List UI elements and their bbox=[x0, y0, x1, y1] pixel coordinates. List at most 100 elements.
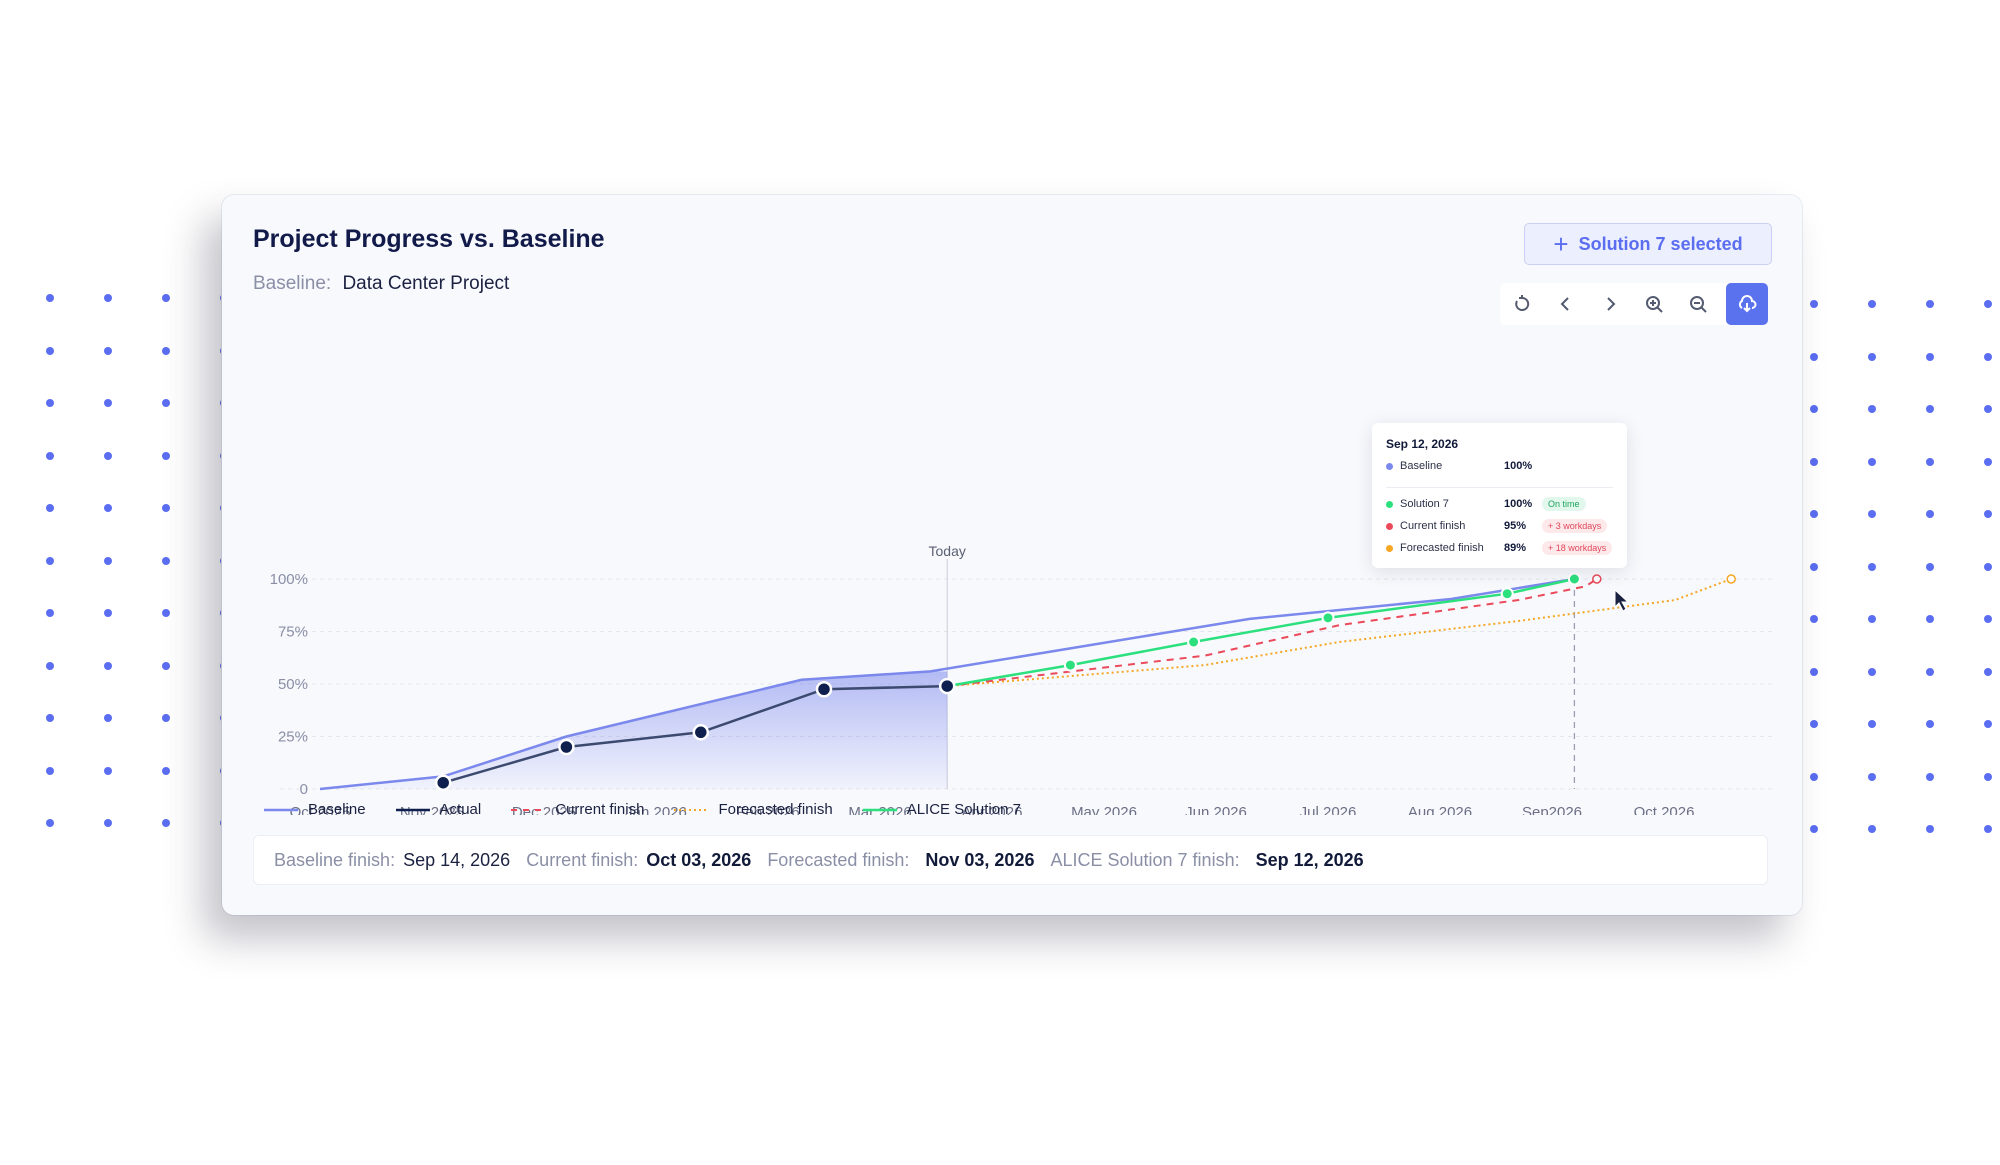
x-tick-label: Nov 2025 bbox=[400, 804, 464, 815]
tooltip-date: Sep 12, 2026 bbox=[1386, 437, 1459, 451]
decorative-dot bbox=[1926, 772, 1934, 781]
current-finish-end-point bbox=[1592, 574, 1602, 584]
decorative-dot bbox=[1810, 772, 1818, 781]
tooltip-row-solution: Solution 7 100% On time bbox=[1386, 495, 1586, 513]
decorative-dot bbox=[1810, 562, 1818, 571]
decorative-dot bbox=[1868, 562, 1876, 571]
chart-card: Project Progress vs. Baseline Baseline: … bbox=[222, 195, 1802, 915]
baseline-project-name: Data Center Project bbox=[342, 273, 510, 294]
decorative-dot bbox=[1984, 667, 1992, 676]
decorative-dot bbox=[46, 819, 54, 827]
chevron-left-icon[interactable] bbox=[1544, 283, 1588, 325]
chevron-right-icon[interactable] bbox=[1588, 283, 1632, 325]
current-dot-icon bbox=[1386, 522, 1393, 530]
zoom-out-icon[interactable] bbox=[1676, 283, 1720, 325]
x-tick-label: Aug 2026 bbox=[1408, 804, 1472, 815]
legend-item-current-finish[interactable]: Current finish bbox=[511, 801, 644, 818]
legend-item-actual[interactable]: Actual bbox=[395, 801, 482, 818]
legend-item-baseline[interactable]: Baseline bbox=[264, 801, 366, 818]
page-title: Project Progress vs. Baseline bbox=[253, 225, 605, 253]
series-line-baseline bbox=[319, 577, 1575, 791]
zoom-in-icon[interactable] bbox=[1632, 283, 1676, 325]
decorative-dot bbox=[162, 451, 170, 460]
decorative-dot bbox=[104, 609, 112, 617]
decorative-dot bbox=[104, 451, 112, 460]
decorative-dot bbox=[1984, 562, 1992, 571]
reset-icon[interactable] bbox=[1500, 283, 1544, 325]
solution-point bbox=[1567, 572, 1581, 586]
series-line-current-finish bbox=[947, 578, 1598, 688]
status-badge: + 18 workdays bbox=[1542, 541, 1613, 555]
decorative-dot bbox=[1810, 667, 1818, 676]
decorative-dot bbox=[1810, 615, 1818, 623]
decorative-dot bbox=[104, 294, 112, 302]
decorative-dot bbox=[162, 609, 170, 617]
solution-point bbox=[1063, 658, 1077, 672]
decorative-dot bbox=[1810, 300, 1818, 308]
tooltip-row-forecast: Forecasted finish 89% + 18 workdays bbox=[1386, 539, 1613, 557]
decorative-dot bbox=[1868, 457, 1876, 466]
decorative-dot bbox=[1926, 667, 1934, 676]
legend-item-forecasted-finish[interactable]: Forecasted finish bbox=[674, 801, 833, 818]
decorative-dot bbox=[104, 714, 112, 722]
decorative-dot bbox=[1984, 510, 1992, 518]
summary-label: Current finish: bbox=[526, 849, 639, 870]
decorative-dot bbox=[104, 346, 112, 355]
legend-label: Baseline bbox=[308, 801, 366, 818]
decorative-dot bbox=[104, 819, 112, 827]
tooltip-row-name: Current finish bbox=[1400, 520, 1466, 532]
decorative-dot bbox=[162, 556, 170, 565]
decorative-dot bbox=[46, 556, 54, 565]
actual-point bbox=[558, 738, 575, 756]
solution-dot-icon bbox=[1386, 500, 1393, 508]
decorative-dot bbox=[1868, 300, 1876, 308]
baseline-finish-value: Sep 14, 2026 bbox=[403, 849, 511, 870]
x-tick-label: Oct 2025 bbox=[290, 804, 351, 815]
x-tick-label: May 2026 bbox=[1071, 804, 1137, 815]
decorative-dot bbox=[1984, 457, 1992, 466]
decorative-dot bbox=[1984, 615, 1992, 623]
tooltip-row-value: 100% bbox=[1504, 498, 1533, 510]
summary-label: Baseline finish: bbox=[274, 849, 396, 870]
summary-label: Forecasted finish: bbox=[767, 849, 910, 870]
y-tick-label: 0 bbox=[300, 781, 308, 798]
baseline-dot-icon bbox=[1386, 462, 1393, 470]
actual-point bbox=[938, 677, 956, 695]
decorative-dot bbox=[1984, 405, 1992, 413]
decorative-dot bbox=[1868, 825, 1876, 833]
decorative-dot bbox=[1868, 510, 1876, 518]
decorative-dot bbox=[46, 346, 54, 355]
tooltip-divider bbox=[1386, 487, 1613, 488]
decorative-dot bbox=[1984, 720, 1992, 728]
x-tick-label: Oct 2026 bbox=[1634, 804, 1695, 815]
decorative-dot bbox=[1926, 825, 1934, 833]
cloud-download-icon[interactable] bbox=[1726, 283, 1768, 325]
decorative-dot bbox=[46, 714, 54, 722]
decorative-dot bbox=[162, 661, 170, 670]
decorative-dot bbox=[46, 609, 54, 617]
decorative-dot bbox=[104, 504, 112, 512]
decorative-dot bbox=[104, 556, 112, 565]
today-label: Today bbox=[929, 543, 966, 559]
legend-label: Actual bbox=[439, 801, 482, 818]
y-tick-label: 100% bbox=[270, 571, 308, 588]
status-badge: + 3 workdays bbox=[1542, 519, 1608, 533]
decorative-dot bbox=[46, 294, 54, 302]
decorative-dot bbox=[1926, 405, 1934, 413]
chart-tooltip: Sep 12, 2026 Baseline 100% Solution 7 10… bbox=[1372, 423, 1627, 568]
finish-summary: Baseline finish: Sep 14, 2026 Current fi… bbox=[253, 835, 1768, 885]
decorative-dot bbox=[1926, 562, 1934, 571]
legend-item-alice-solution[interactable]: ALICE Solution 7 bbox=[862, 801, 1021, 818]
chart-toolbar bbox=[1500, 283, 1768, 325]
decorative-dot bbox=[1926, 720, 1934, 728]
decorative-dot bbox=[162, 714, 170, 722]
decorative-dot bbox=[46, 766, 54, 775]
solution-selected-button[interactable]: + Solution 7 selected bbox=[1524, 223, 1772, 265]
tooltip-row-value: 95% bbox=[1504, 520, 1527, 532]
x-tick-label: Jan 2026 bbox=[625, 804, 687, 815]
decorative-dot bbox=[162, 399, 170, 407]
baseline-info: Baseline: Data Center Project bbox=[253, 273, 509, 295]
solution-point bbox=[1500, 587, 1514, 601]
y-tick-label: 75% bbox=[278, 624, 308, 641]
solution-finish-value: Sep 12, 2026 bbox=[1255, 849, 1364, 870]
